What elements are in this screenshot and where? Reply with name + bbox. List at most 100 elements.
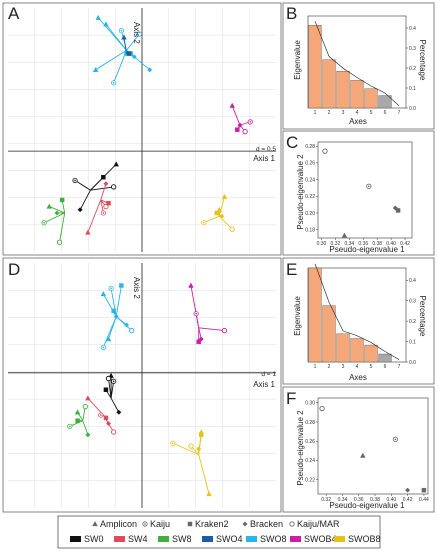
x-tick-label: 0.32 [321,497,331,503]
spider-line-sw0 [108,378,112,399]
point-sw4-kaiju [98,412,104,418]
eigen-bar-5 [364,88,378,109]
point-swo4-amplicon [121,34,127,40]
point-swob8-kaiju [170,440,176,446]
y-tick-label: 0.26 [305,161,315,167]
panel-e-letter: E [286,260,297,279]
spider-line-sw0 [74,180,91,191]
point-swob4-bracken [198,336,204,342]
spider-line-sw8 [49,206,65,214]
x-tick-label: 0.34 [344,241,354,247]
point-sw8-kaiju-mar [56,239,63,245]
y2-tick-label: 0.0 [409,106,416,112]
point-swob8-kaiju-mar [188,443,194,449]
x-tick-label: 2 [328,364,331,370]
panel-e-y2label: Percentage [418,296,427,337]
point-sw4-kaiju [100,210,106,216]
point-sw8-amplicon [46,203,52,209]
legend-marker-bracken [242,521,248,527]
panel-f-ylabel: Pseudo-eigenvalue 2 [296,410,305,486]
y2-tick-label: 0.2 [409,319,416,325]
point-sw8-kaiju [41,220,47,226]
x-tick-label: 1 [314,110,317,116]
point-sw0-amplicon [113,161,119,167]
point-swob4-kraken2 [196,339,201,345]
legend-method-label: Kraken2 [195,519,229,529]
x-tick-label: 0.30 [317,241,327,247]
legend-method-label: Kaiju/MAR [297,519,340,529]
panel-c-letter: C [286,133,298,152]
point-swo8-kaiju [100,344,106,351]
legend-swatch-sw4 [114,536,125,542]
spider-line-sw4 [87,397,104,416]
legend-swatch-sw8 [158,536,169,542]
point-sw0-kaiju [72,177,78,184]
spider-line-swo8 [115,285,122,317]
legend-marker-kaiju [142,521,148,527]
point-sw0-kaiju-mar [111,184,117,190]
legend-marker-amplicon [92,521,98,527]
eigen-bar-6 [378,353,392,363]
point-swo8-bracken [113,313,119,320]
spider-line-swo8 [95,49,127,71]
point-swob4-kraken2 [235,127,240,132]
x-tick-label: 4 [356,110,359,116]
eigen-bar-3 [336,70,350,109]
pseudo-point-kaiju [366,183,372,189]
panel-a-axis2-label: Axis 2 [132,22,141,44]
spider-line-sw8 [43,212,65,224]
plot-d-ordination [8,263,276,508]
point-sw0-kaiju-mar [105,375,112,382]
y2-tick-label: 0.4 [409,26,416,32]
legend-sample-label: SWOB4 [304,534,337,544]
panel-c-xlabel: Pseudo-eigenvalue 1 [329,245,405,254]
point-swob8-amplicon [216,206,223,212]
point-swob8-kaiju-mar [229,226,235,232]
legend-methods: Amplicon Kaiju Kraken2 Bracken Kaiju/MAR [92,519,340,529]
y2-tick-label: 0.4 [409,278,416,284]
y2-tick-label: 0.1 [409,86,416,92]
point-swo8-amplicon [95,14,101,20]
legend-method-label: Bracken [250,519,283,529]
point-swo8-kaiju-mar [129,327,135,334]
legend-swatch-swob4 [290,536,301,542]
point-swo8-kaiju [111,80,117,86]
eigen-bar-2 [322,305,336,363]
point-sw0-kraken2 [101,174,106,180]
point-swo8-kraken2 [119,283,124,288]
pseudo-point-kraken2 [395,208,401,213]
pseudo-point-amplicon [360,452,366,458]
x-tick-label: 7 [398,110,401,116]
point-swo4-kraken2 [126,51,132,56]
point-swo8-kraken2 [111,308,116,314]
spider-line-swo4 [123,37,127,54]
panel-a: A Axis 2 Axis 1 d = 0.5 [2,2,282,256]
legend-marker-kaiju-mar [289,521,295,527]
point-sw4-kraken2 [106,200,111,206]
spider-line-sw0 [110,397,120,413]
panel-b-letter: B [286,4,297,23]
eigen-bar-1 [308,267,322,363]
plot-c-pseudo-eigen: 0.30 0.32 0.34 0.36 0.38 0.40 0.42 0.18 0.20 0.22… [305,141,413,247]
legend-sample-label: SW0 [84,534,104,544]
point-swob4-kaiju [193,311,199,317]
point-swob4-amplicon [188,282,194,288]
pseudo-point-kraken2 [421,487,427,493]
point-swob8-kaiju [201,220,207,226]
panel-d: D Axis 2 Axis 1 d = 1 [2,257,282,513]
legend-marker-kraken2 [187,521,193,527]
x-tick-label: 2 [328,110,331,116]
y-tick-label: 0.18 [305,227,315,233]
plot-a-ordination [8,8,276,252]
x-tick-label: 0.32 [331,241,341,247]
spider-line-swo8 [126,33,140,51]
spider-line-sw0 [90,186,114,191]
point-swo8-bracken [131,54,137,60]
panel-a-letter: A [8,4,20,23]
point-sw8-kraken2 [75,418,80,423]
panel-d-axis2-label: Axis 2 [132,277,141,299]
x-tick-label: 3 [342,364,345,370]
point-swo8-bracken [147,67,153,73]
point-sw8-amplicon [74,409,81,415]
